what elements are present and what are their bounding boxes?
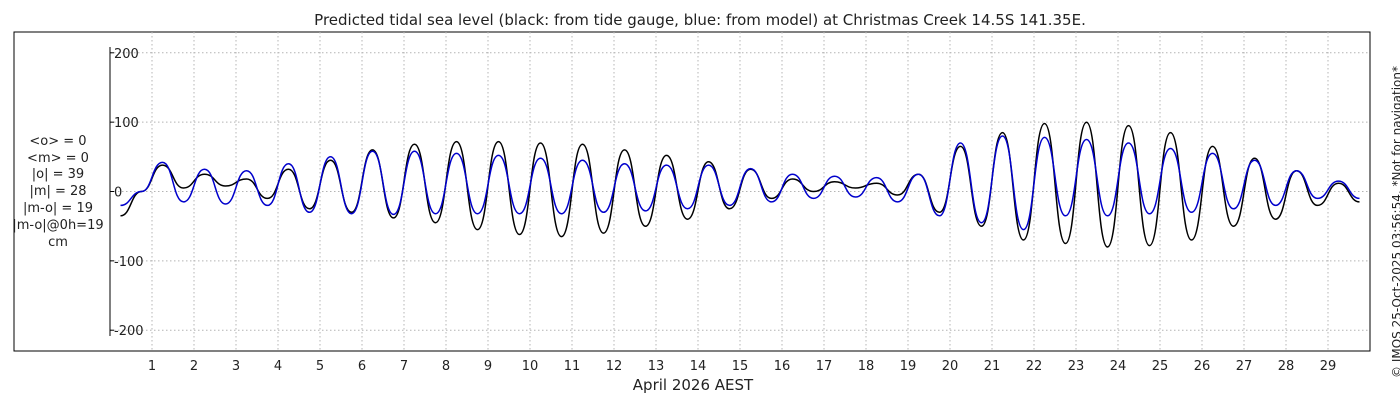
x-tick-label: 3 <box>232 359 240 374</box>
x-tick-label: 5 <box>316 359 324 374</box>
x-tick-label: 15 <box>732 359 749 374</box>
x-tick-label: 20 <box>942 359 959 374</box>
stat-unit: cm <box>48 235 68 250</box>
x-tick-label: 9 <box>484 359 492 374</box>
x-tick-label: 6 <box>358 359 366 374</box>
stat-obs-mean: <o> = 0 <box>29 134 87 149</box>
x-tick-labels: 1 2 3 4 5 6 7 8 9 10 11 12 13 14 15 16 17 18 19 20 21 22 23 24 2… <box>148 359 1336 374</box>
stat-diff-0h: |m-o|@0h=19 <box>12 218 104 233</box>
copyright-note: © IMOS 25-Oct-2025 03:56:54. *Not for na… <box>1390 66 1400 378</box>
x-tick-label: 17 <box>816 359 833 374</box>
chart-title: Predicted tidal sea level (black: from t… <box>314 11 1086 29</box>
y-tick-label: -200 <box>114 324 144 339</box>
stat-diff-abs: |m-o| = 19 <box>22 201 93 216</box>
x-tick-label: 18 <box>858 359 875 374</box>
x-tick-label: 2 <box>190 359 198 374</box>
y-tick-label: 0 <box>114 186 122 201</box>
x-tick-label: 13 <box>648 359 665 374</box>
series-layer <box>120 121 1360 248</box>
x-tick-label: 11 <box>564 359 581 374</box>
x-tick-label: 14 <box>690 359 707 374</box>
x-tick-label: 8 <box>442 359 450 374</box>
x-tick-label: 1 <box>148 359 156 374</box>
x-tick-label: 29 <box>1320 359 1337 374</box>
stat-model-abs: |m| = 28 <box>29 184 87 199</box>
grid-layer <box>110 32 1370 351</box>
x-tick-label: 7 <box>400 359 408 374</box>
x-tick-label: 23 <box>1068 359 1085 374</box>
y-tick-label: 200 <box>114 47 139 62</box>
x-tick-label: 28 <box>1278 359 1295 374</box>
x-tick-label: 27 <box>1236 359 1253 374</box>
y-tick-label: -100 <box>114 255 144 270</box>
series-line-model <box>120 135 1360 231</box>
x-tick-label: 12 <box>606 359 623 374</box>
x-tick-label: 4 <box>274 359 282 374</box>
outer-frame <box>13 31 1371 352</box>
x-tick-label: 10 <box>522 359 539 374</box>
x-tick-label: 19 <box>900 359 917 374</box>
x-tick-label: 25 <box>1152 359 1169 374</box>
x-tick-label: 26 <box>1194 359 1211 374</box>
y-tick-label: 100 <box>114 116 139 131</box>
x-tick-label: 22 <box>1026 359 1043 374</box>
stat-obs-abs: |o| = 39 <box>31 167 85 182</box>
y-tick-labels: -200 -100 0 100 200 <box>114 47 144 339</box>
x-tick-label: 24 <box>1110 359 1127 374</box>
x-axis-label: April 2026 AEST <box>633 376 754 394</box>
x-tick-label: 16 <box>774 359 791 374</box>
axis-layer <box>109 47 114 336</box>
stat-model-mean: <m> = 0 <box>27 151 89 166</box>
x-tick-label: 21 <box>984 359 1001 374</box>
